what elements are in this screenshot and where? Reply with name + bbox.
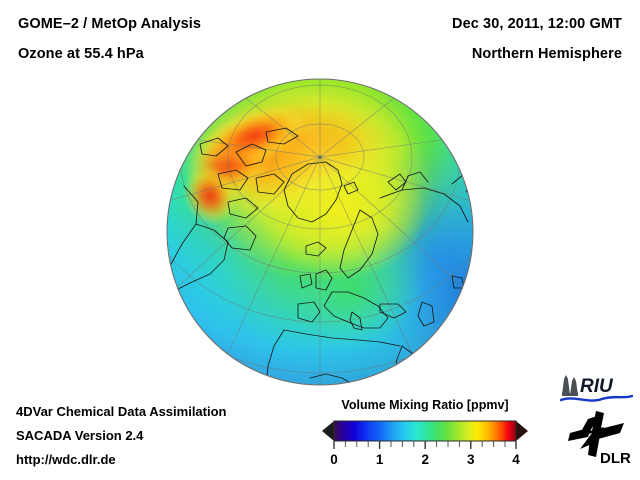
colorbar-tick-label: 4: [512, 452, 520, 467]
riu-logo: RIU: [558, 371, 634, 405]
colorbar-tick-label: 2: [421, 452, 429, 467]
riu-wave-icon: [559, 394, 634, 402]
instrument-title: GOME–2 / MetOp Analysis: [18, 16, 202, 32]
riu-logo-svg: RIU: [559, 375, 634, 402]
dlr-logo-svg: DLR: [568, 411, 631, 467]
dlr-wordmark: DLR: [600, 450, 631, 467]
north-pole-marker: [318, 155, 322, 159]
colorbar-tick-label: 0: [330, 452, 338, 467]
website-link[interactable]: http://wdc.dlr.de: [16, 452, 116, 467]
ozone-field: [167, 79, 473, 385]
dlr-logo: DLR: [566, 409, 632, 467]
globe-map: [166, 78, 474, 386]
colorbar-tick-label: 1: [376, 452, 384, 467]
quantity-subtitle: Ozone at 55.4 hPa: [18, 46, 144, 62]
version-label: SACADA Version 2.4: [16, 428, 144, 443]
colorbar-gradient: [334, 421, 516, 441]
globe-outline: [166, 78, 474, 386]
timestamp-label: Dec 30, 2011, 12:00 GMT: [452, 16, 622, 32]
region-label: Northern Hemisphere: [471, 46, 622, 62]
riu-spires-icon: [562, 375, 578, 396]
colorbar-low-arrow-icon: [322, 421, 334, 441]
colorbar: Volume Mixing Ratio [ppmv]: [312, 398, 538, 470]
method-label: 4DVar Chemical Data Assimilation: [16, 404, 227, 419]
colorbar-major-ticks: [333, 441, 517, 449]
colorbar-tick-label: 3: [467, 452, 475, 467]
riu-wordmark: RIU: [580, 376, 614, 397]
colorbar-svg: 0 1 2 3 4: [322, 420, 528, 467]
colorbar-title: Volume Mixing Ratio [ppmv]: [341, 398, 509, 412]
orthographic-globe-svg: [166, 78, 474, 386]
colorbar-high-arrow-icon: [516, 421, 528, 441]
colorbar-minor-ticks: [344, 441, 506, 447]
dlr-wing-icon: [568, 411, 624, 457]
